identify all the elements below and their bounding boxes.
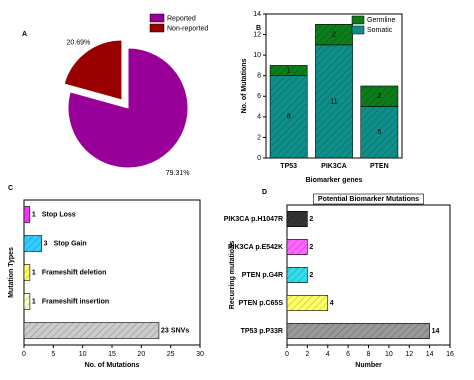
hatch: [270, 65, 308, 76]
y-tick-label: PIK3CA p.H1047R: [224, 216, 283, 223]
y-axis-title: Mutation Types: [8, 247, 15, 298]
y-axis-title: No. of Mutations: [241, 58, 248, 113]
x-tick-label: 6: [346, 351, 350, 358]
x-tick-label: PTEN: [370, 163, 389, 170]
x-tick-label: 0: [285, 351, 289, 358]
value-label: 2: [309, 244, 313, 251]
legend-label: Reported: [167, 15, 196, 22]
value-label: 4: [330, 300, 334, 307]
x-tick-label: 10: [385, 351, 393, 358]
x-tick-label: 8: [367, 351, 371, 358]
y-tick-label: 8: [257, 73, 261, 80]
y-tick-label: TP53 p.P33R: [241, 328, 283, 335]
hatch: [24, 293, 30, 310]
y-tick-label: 10: [253, 52, 261, 59]
x-tick-label: 30: [196, 351, 204, 358]
legend-label: Non-reported: [167, 25, 208, 32]
x-axis-title: Biomarker genes: [306, 177, 363, 184]
value-label: 1: [32, 269, 36, 276]
value-label: 1: [32, 211, 36, 218]
hatch: [24, 206, 30, 223]
panel-label: C: [8, 185, 13, 192]
x-tick-label: PIK3CA: [321, 163, 347, 170]
hatch: [315, 24, 353, 45]
x-tick-label: 0: [22, 351, 26, 358]
hatch: [287, 267, 308, 283]
x-tick-label: 16: [446, 351, 454, 358]
segment-label: 2: [332, 31, 336, 38]
segment-label: 11: [330, 98, 337, 105]
x-tick-label: 12: [405, 351, 413, 358]
slice-label: 20.69%: [67, 40, 91, 47]
x-axis-title: No. of Mutations: [85, 362, 140, 369]
legend-label: Somatic: [367, 27, 393, 34]
y-tick-label: 6: [257, 93, 261, 100]
x-tick-label: 2: [305, 351, 309, 358]
x-tick-label: 5: [51, 351, 55, 358]
pie-slice: [63, 39, 123, 101]
hatch: [287, 295, 328, 311]
x-tick-label: 4: [326, 351, 330, 358]
y-axis-title: Recurring mutations: [229, 241, 236, 310]
y-tick-label: 4: [257, 114, 261, 121]
legend-label: Germline: [367, 17, 396, 24]
hatch: [24, 235, 42, 252]
hatch: [315, 44, 353, 158]
x-tick-label: 14: [426, 351, 434, 358]
category-label: SNVs: [171, 327, 189, 334]
legend-swatch: [149, 13, 165, 23]
legend-swatch: [149, 23, 165, 33]
y-tick-label: 12: [253, 31, 261, 38]
hatch: [287, 211, 308, 227]
value-label: 14: [432, 328, 440, 335]
segment-label: 5: [377, 129, 381, 136]
category-label: Frameshift deletion: [42, 269, 107, 276]
x-tick-label: 10: [79, 351, 87, 358]
panel-label: D: [262, 189, 267, 196]
value-label: 1: [32, 298, 36, 305]
y-tick-label: PIK3CA p.E542K: [228, 244, 283, 251]
category-label: Stop Loss: [42, 211, 76, 218]
legend-swatch: [351, 25, 365, 35]
y-tick-label: PTEN p.C65S: [239, 300, 284, 307]
category-label: Stop Gain: [54, 240, 87, 247]
hatch: [360, 86, 398, 107]
segment-label: 8: [287, 114, 291, 121]
x-axis-title: Number: [355, 362, 382, 369]
value-label: 2: [309, 272, 313, 279]
hatch: [270, 75, 308, 158]
x-tick-label: TP53: [280, 163, 297, 170]
x-tick-label: 15: [108, 351, 116, 358]
chart-title: Potential Biomarker Mutations: [318, 196, 419, 203]
hatch: [287, 239, 308, 255]
hatch: [360, 106, 398, 158]
panel-label: B: [256, 25, 261, 32]
category-label: Frameshift insertion: [42, 298, 109, 305]
hatch: [287, 323, 430, 339]
title-box: [313, 193, 424, 205]
value-label: 2: [309, 216, 313, 223]
segment-label: 2: [377, 93, 381, 100]
legend-swatch: [351, 15, 365, 25]
y-tick-label: PTEN p.G4R: [242, 272, 283, 279]
value-label: 23: [161, 327, 169, 334]
segment-label: 1: [287, 67, 291, 74]
y-tick-label: 14: [253, 11, 261, 18]
panel-label: A: [22, 31, 27, 38]
x-tick-label: 20: [137, 351, 145, 358]
hatch: [24, 322, 159, 339]
pie-slice: [67, 47, 189, 169]
y-tick-label: 2: [257, 134, 261, 141]
y-tick-label: 0: [257, 155, 261, 162]
value-label: 3: [44, 240, 48, 247]
x-tick-label: 25: [167, 351, 175, 358]
slice-label: 79.31%: [166, 170, 190, 177]
hatch: [24, 264, 30, 281]
